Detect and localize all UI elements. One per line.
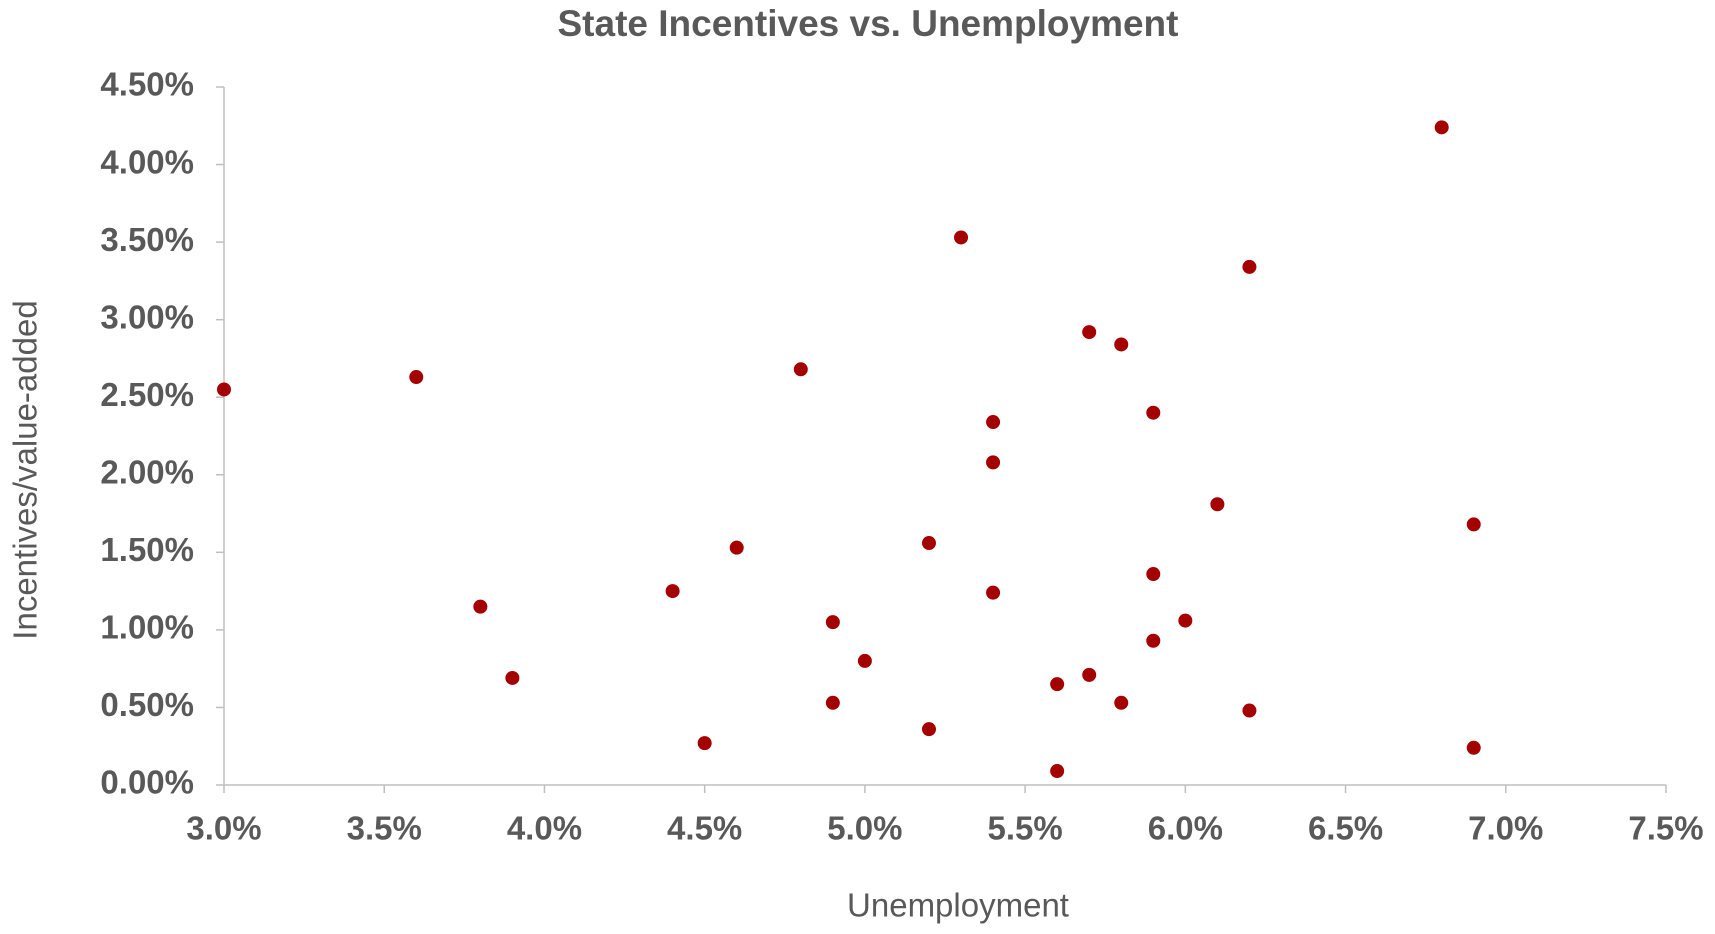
y-tick-label: 4.50%: [100, 66, 194, 103]
point: [986, 455, 1001, 470]
x-tick-label: 7.0%: [1468, 810, 1543, 847]
chart-title: State Incentives vs. Unemployment: [558, 3, 1179, 44]
x-tick-label: 5.0%: [827, 810, 902, 847]
x-tick-label: 6.5%: [1308, 810, 1383, 847]
point: [1050, 677, 1065, 692]
point: [1114, 695, 1129, 710]
point: [857, 653, 872, 668]
point: [986, 585, 1001, 600]
x-tick-label: 5.5%: [988, 810, 1063, 847]
point: [1466, 740, 1481, 755]
point: [921, 722, 936, 737]
y-tick-label: 0.00%: [100, 764, 194, 801]
point: [1242, 259, 1257, 274]
x-tick-label: 3.5%: [347, 810, 422, 847]
point: [1146, 567, 1161, 582]
point: [1082, 325, 1097, 340]
x-axis-title: Unemployment: [847, 887, 1069, 924]
point: [697, 736, 712, 751]
point: [217, 382, 231, 397]
y-tick-label: 2.00%: [100, 453, 194, 490]
point: [825, 695, 840, 710]
point: [1146, 633, 1161, 648]
y-tick-label: 1.00%: [100, 609, 194, 646]
point: [793, 362, 808, 377]
y-tick-label: 1.50%: [100, 531, 194, 568]
point: [1210, 497, 1225, 512]
point: [1434, 120, 1449, 135]
point: [1466, 517, 1481, 532]
point: [409, 370, 424, 385]
point: [665, 584, 680, 599]
point: [729, 540, 744, 555]
point: [1242, 703, 1257, 718]
point: [986, 415, 1001, 430]
x-tick-label: 4.0%: [507, 810, 582, 847]
x-tick-label: 3.0%: [186, 810, 261, 847]
y-tick-label: 3.50%: [100, 221, 194, 258]
point: [1114, 337, 1129, 352]
y-tick-label: 2.50%: [100, 376, 194, 413]
point: [825, 615, 840, 630]
point: [505, 670, 520, 685]
y-tick-label: 0.50%: [100, 686, 194, 723]
point: [1146, 405, 1161, 420]
point: [921, 536, 936, 551]
point: [1050, 764, 1065, 779]
point: [1082, 667, 1097, 682]
x-tick-label: 7.5%: [1628, 810, 1703, 847]
y-tick-label: 4.00%: [100, 143, 194, 180]
y-axis-title: Incentives/value-added: [7, 300, 44, 639]
x-tick-label: 6.0%: [1148, 810, 1223, 847]
x-tick-label: 4.5%: [667, 810, 742, 847]
point: [954, 230, 969, 245]
y-tick-label: 3.00%: [100, 298, 194, 335]
point: [473, 599, 488, 614]
point: [1178, 613, 1193, 628]
